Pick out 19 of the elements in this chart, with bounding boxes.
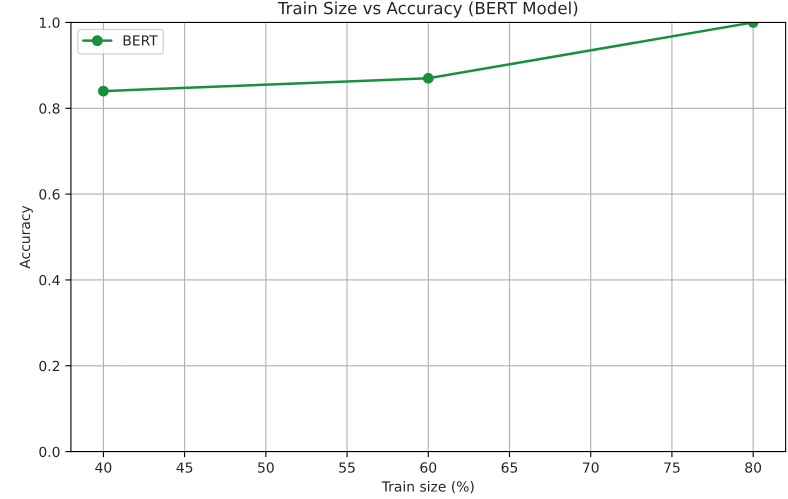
y-axis-title: Accuracy (20, 206, 33, 269)
x-tick-label: 40 (95, 462, 112, 473)
x-tick-label: 60 (420, 462, 436, 473)
x-tick-label: 55 (339, 462, 355, 473)
x-axis-title: Train size (%) (382, 481, 474, 494)
x-tick-label: 45 (176, 462, 192, 473)
y-tick-label: 0.6 (39, 189, 60, 200)
y-tick-label: 1.0 (40, 17, 60, 28)
y-tick-label: 0.8 (39, 103, 60, 114)
x-tick-label: 50 (258, 462, 274, 473)
legend-label: BERT (124, 35, 158, 46)
x-tick-label: 75 (664, 462, 680, 473)
y-tick-label: 0.0 (39, 446, 60, 458)
y-tick-label: 0.4 (39, 274, 60, 286)
y-tick-label: 0.2 (39, 360, 60, 372)
chart-title: Train Size vs Accuracy (BERT Model) (278, 1, 578, 18)
x-tick-label: 80 (745, 462, 762, 473)
x-tick-label: 70 (583, 462, 599, 473)
x-tick-label: 65 (502, 462, 518, 473)
